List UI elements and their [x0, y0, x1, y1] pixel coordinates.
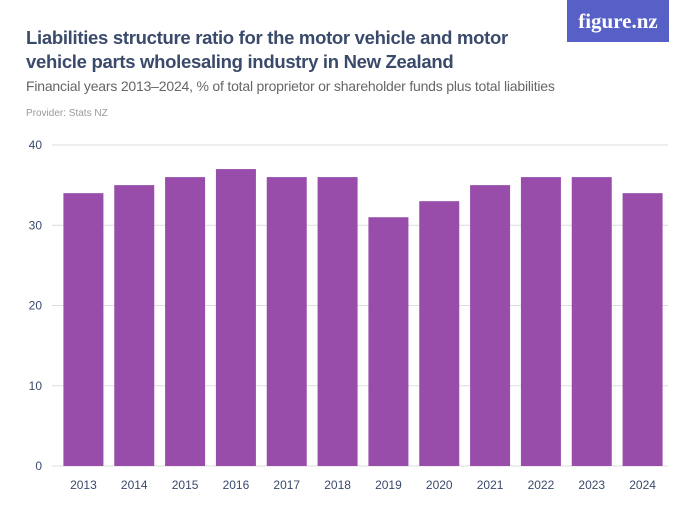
x-tick-label: 2017 — [273, 478, 300, 492]
x-tick-label: 2019 — [375, 478, 402, 492]
bar-2016 — [215, 169, 256, 466]
bar-2021 — [470, 185, 511, 466]
y-tick-label: 30 — [29, 218, 43, 232]
bar-2017 — [266, 177, 307, 466]
x-tick-label: 2018 — [324, 478, 351, 492]
y-tick-label: 20 — [29, 299, 43, 313]
x-tick-label: 2022 — [528, 478, 555, 492]
bar-2015 — [165, 177, 206, 466]
x-tick-label: 2023 — [578, 478, 605, 492]
bar-2023 — [571, 177, 612, 466]
y-tick-label: 10 — [29, 379, 43, 393]
x-tick-label: 2015 — [172, 478, 199, 492]
bar-2022 — [520, 177, 561, 466]
x-tick-label: 2024 — [629, 478, 656, 492]
bar-2014 — [114, 185, 155, 466]
x-tick-label: 2014 — [121, 478, 148, 492]
y-tick-label: 0 — [35, 459, 42, 473]
bar-2018 — [317, 177, 358, 466]
provider-label: Provider: Stats NZ — [26, 108, 108, 119]
chart-subtitle: Financial years 2013–2024, % of total pr… — [26, 78, 555, 94]
bar-2019 — [368, 217, 409, 466]
x-tick-label: 2013 — [70, 478, 97, 492]
bar-2020 — [419, 201, 460, 467]
figure-nz-logo[interactable]: figure.nz — [567, 0, 669, 42]
y-tick-label: 40 — [29, 138, 43, 152]
x-tick-label: 2016 — [223, 478, 250, 492]
bar-2013 — [63, 193, 104, 466]
x-tick-label: 2020 — [426, 478, 453, 492]
chart-title: Liabilities structure ratio for the moto… — [26, 27, 508, 72]
x-tick-label: 2021 — [477, 478, 504, 492]
bar-2024 — [622, 193, 663, 466]
